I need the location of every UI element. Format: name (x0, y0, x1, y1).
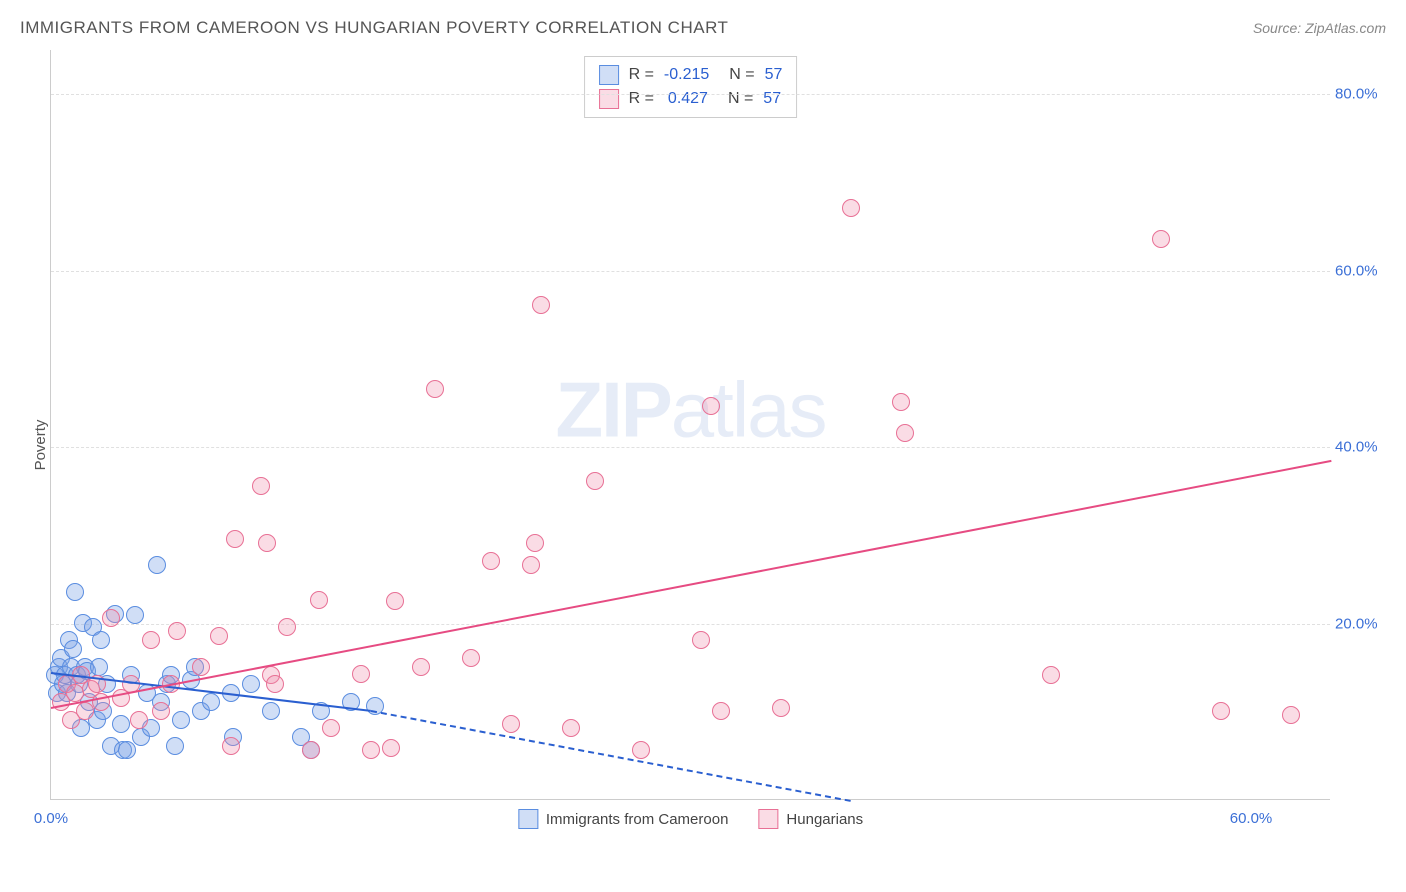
data-point (1152, 230, 1170, 248)
data-point (222, 737, 240, 755)
data-point (112, 715, 130, 733)
data-point (412, 658, 430, 676)
data-point (258, 534, 276, 552)
trend-line (371, 710, 851, 802)
data-point (1212, 702, 1230, 720)
data-point (130, 711, 148, 729)
data-point (386, 592, 404, 610)
data-point (242, 675, 260, 693)
swatch-series-2 (599, 89, 619, 109)
data-point (92, 631, 110, 649)
legend-bottom: Immigrants from Cameroon Hungarians (518, 809, 863, 829)
legend-swatch-2 (758, 809, 778, 829)
gridline (51, 447, 1330, 448)
data-point (102, 609, 120, 627)
data-point (262, 702, 280, 720)
correlation-stats-box: R = -0.215 N = 57 R = 0.427 N = 57 (584, 56, 798, 118)
chart-source: Source: ZipAtlas.com (1253, 20, 1386, 36)
data-point (712, 702, 730, 720)
data-point (362, 741, 380, 759)
data-point (148, 556, 166, 574)
data-point (90, 658, 108, 676)
data-point (502, 715, 520, 733)
data-point (532, 296, 550, 314)
stat-r-value-2: 0.427 (668, 90, 708, 108)
stats-row-series-1: R = -0.215 N = 57 (599, 63, 783, 87)
data-point (266, 675, 284, 693)
gridline (51, 271, 1330, 272)
chart-title: IMMIGRANTS FROM CAMEROON VS HUNGARIAN PO… (20, 18, 728, 38)
data-point (322, 719, 340, 737)
data-point (166, 737, 184, 755)
data-point (702, 397, 720, 415)
data-point (310, 591, 328, 609)
data-point (382, 739, 400, 757)
data-point (142, 631, 160, 649)
plot-region: ZIPatlas R = -0.215 N = 57 R = 0.427 N =… (50, 50, 1330, 800)
data-point (226, 530, 244, 548)
stat-n-value-1: 57 (765, 66, 783, 84)
data-point (772, 699, 790, 717)
data-point (586, 472, 604, 490)
legend-item-2: Hungarians (758, 809, 863, 829)
stat-n-label: N = (728, 90, 753, 108)
gridline (51, 624, 1330, 625)
trend-line (51, 460, 1331, 709)
stat-r-label: R = (629, 90, 654, 108)
data-point (278, 618, 296, 636)
ytick-label: 20.0% (1335, 615, 1385, 632)
data-point (462, 649, 480, 667)
data-point (692, 631, 710, 649)
data-point (168, 622, 186, 640)
data-point (66, 583, 84, 601)
data-point (210, 627, 228, 645)
data-point (126, 606, 144, 624)
data-point (426, 380, 444, 398)
data-point (64, 640, 82, 658)
xtick-label: 0.0% (34, 810, 68, 827)
legend-item-1: Immigrants from Cameroon (518, 809, 729, 829)
data-point (482, 552, 500, 570)
legend-label-1: Immigrants from Cameroon (546, 811, 729, 828)
data-point (152, 702, 170, 720)
data-point (118, 741, 136, 759)
data-point (192, 658, 210, 676)
ytick-label: 80.0% (1335, 86, 1385, 103)
data-point (892, 393, 910, 411)
data-point (842, 199, 860, 217)
stat-r-value-1: -0.215 (664, 66, 709, 84)
xtick-label: 60.0% (1230, 810, 1273, 827)
legend-swatch-1 (518, 809, 538, 829)
data-point (76, 702, 94, 720)
data-point (896, 424, 914, 442)
watermark: ZIPatlas (555, 364, 825, 455)
data-point (352, 665, 370, 683)
legend-label-2: Hungarians (786, 811, 863, 828)
gridline (51, 94, 1330, 95)
ytick-label: 60.0% (1335, 262, 1385, 279)
ytick-label: 40.0% (1335, 439, 1385, 456)
data-point (526, 534, 544, 552)
data-point (522, 556, 540, 574)
chart-area: Poverty ZIPatlas R = -0.215 N = 57 R = 0… (50, 50, 1380, 840)
stat-n-label: N = (729, 66, 754, 84)
data-point (562, 719, 580, 737)
y-axis-title: Poverty (32, 420, 49, 471)
data-point (632, 741, 650, 759)
data-point (1282, 706, 1300, 724)
stat-r-label: R = (629, 66, 654, 84)
chart-header: IMMIGRANTS FROM CAMEROON VS HUNGARIAN PO… (20, 18, 1386, 38)
data-point (172, 711, 190, 729)
data-point (202, 693, 220, 711)
data-point (252, 477, 270, 495)
data-point (302, 741, 320, 759)
stat-n-value-2: 57 (763, 90, 781, 108)
swatch-series-1 (599, 65, 619, 85)
stats-row-series-2: R = 0.427 N = 57 (599, 87, 783, 111)
data-point (1042, 666, 1060, 684)
